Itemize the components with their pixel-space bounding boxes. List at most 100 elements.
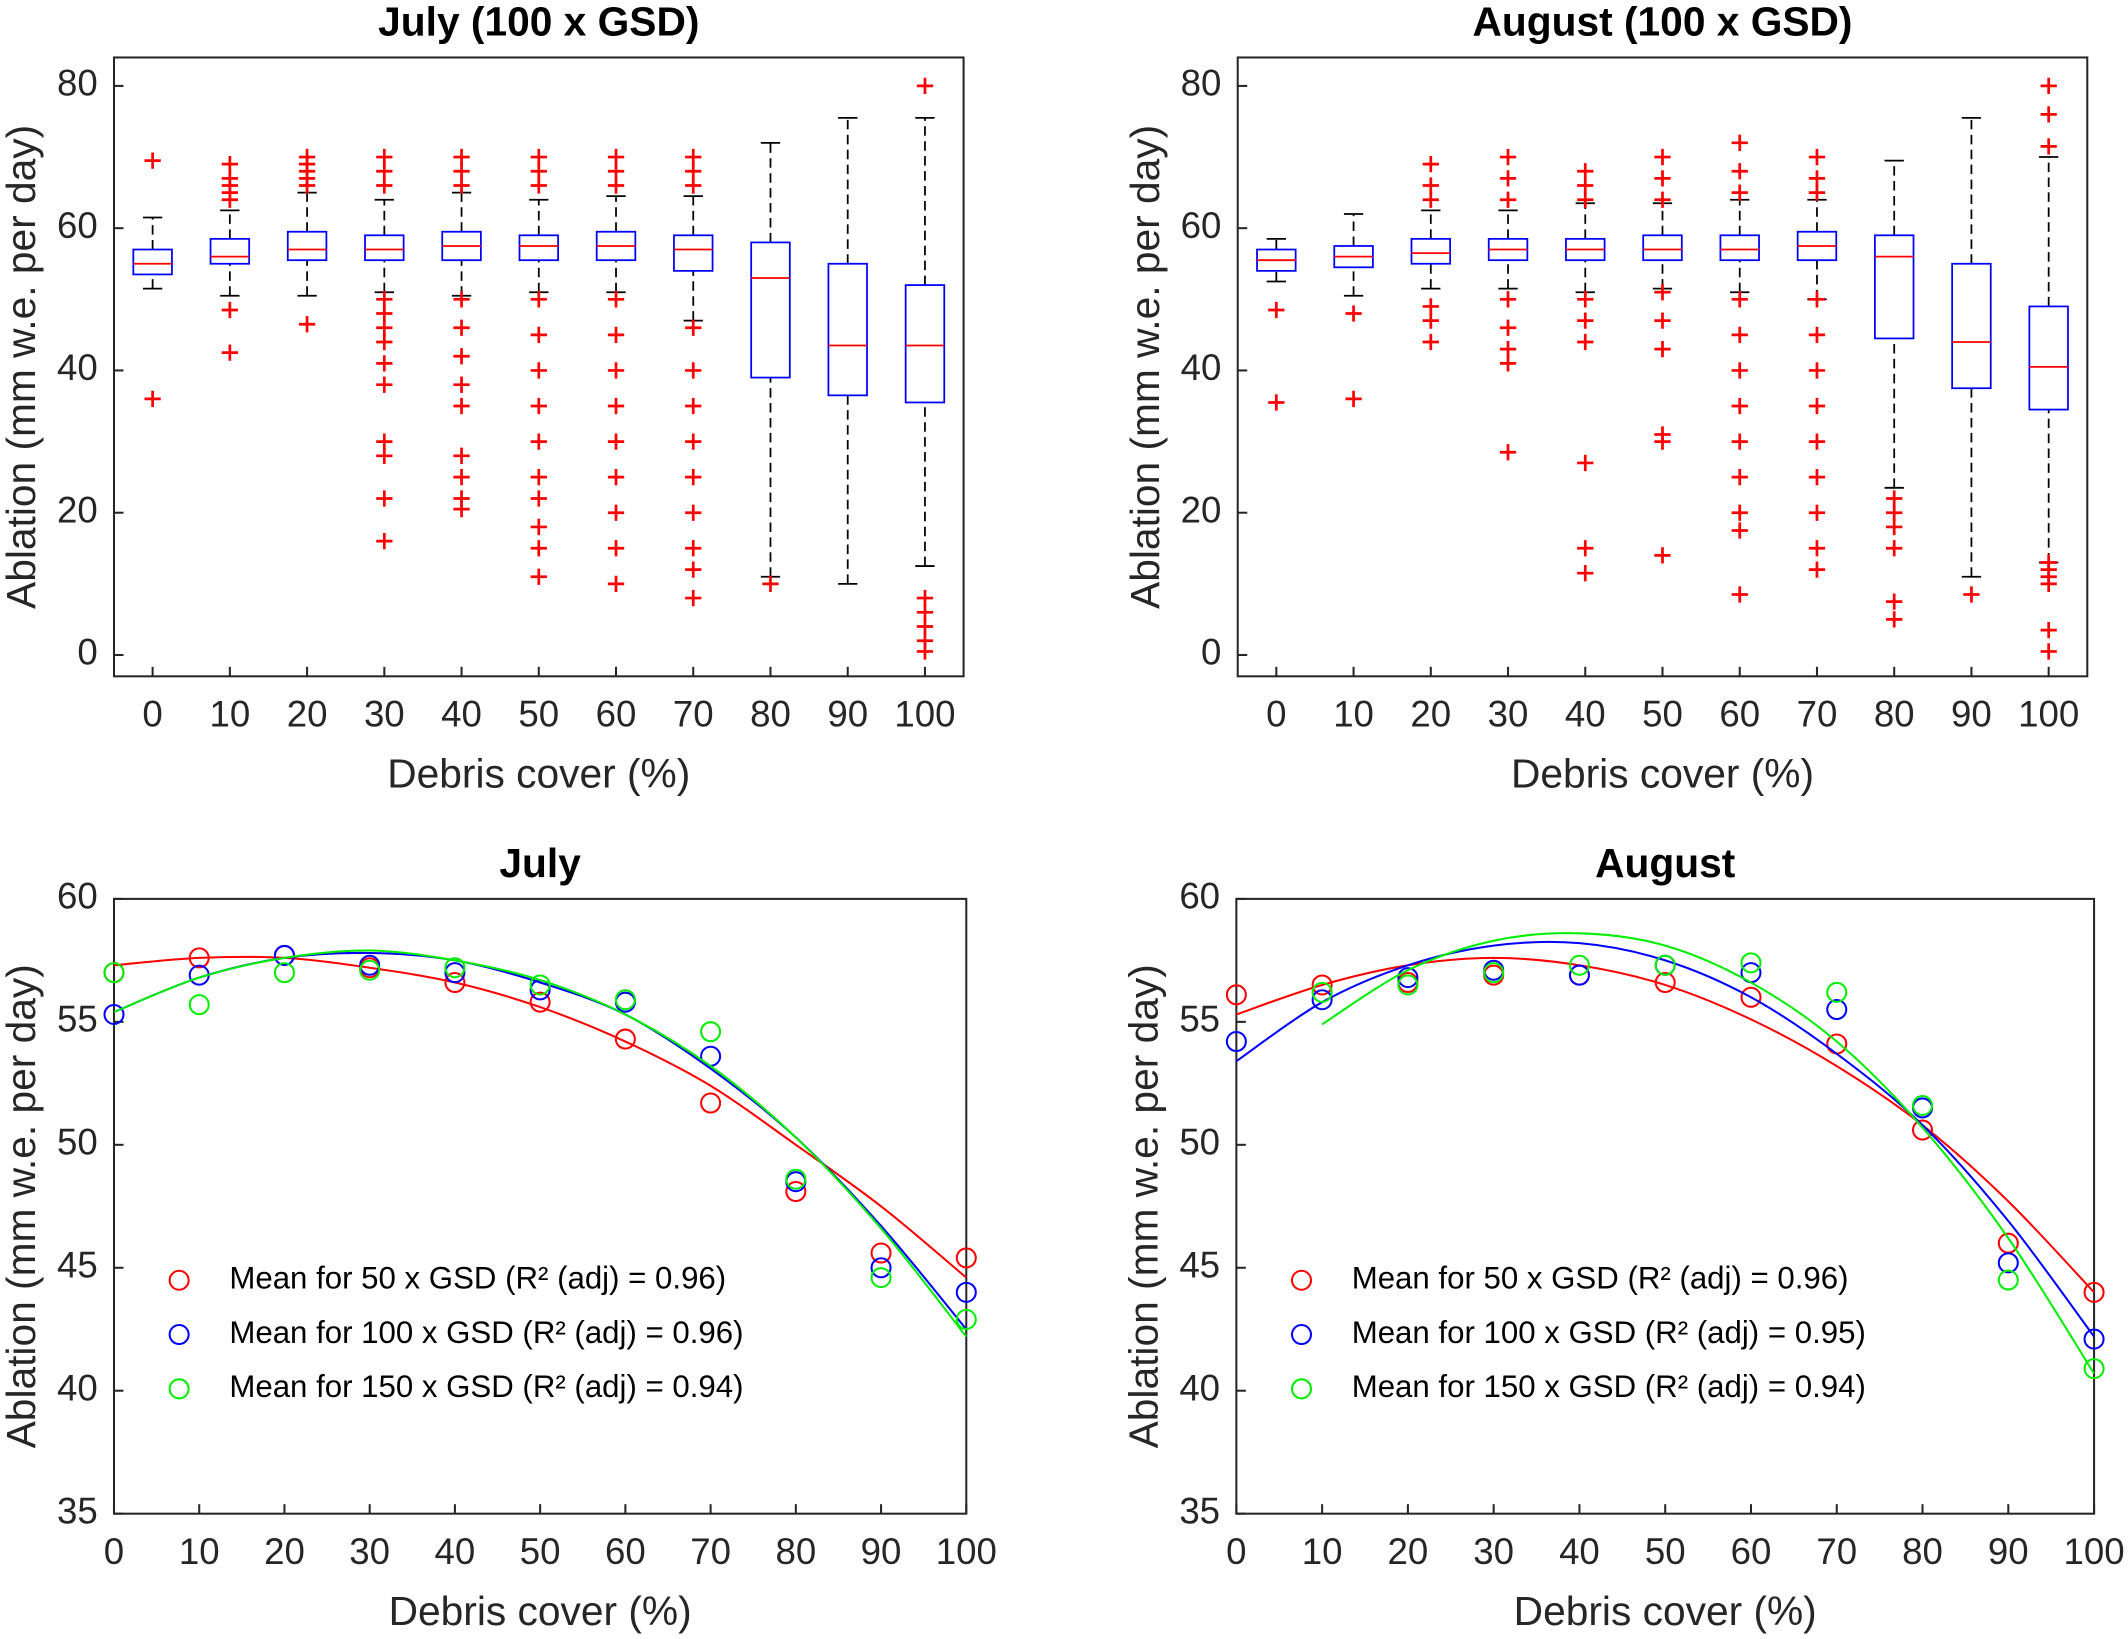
box [1874,234,1915,340]
subplot: August Debris cover (%) Ablation (mm w.e. … [1121,840,2125,1634]
data-point [1912,1094,1934,1116]
x-tick-label: 30 [364,694,405,735]
data-point [1311,989,1333,1011]
outlier [762,575,779,592]
outlier [685,561,702,578]
x-tick-label: 50 [520,1531,561,1572]
x-tick-label: 90 [861,1531,902,1572]
outlier [1886,611,1903,628]
outlier [1577,191,1594,208]
outlier [607,326,625,344]
outlier [1499,170,1517,187]
data-point [1397,967,1419,989]
chart-title: August (100 x GSD) [1473,0,1853,45]
y-tick-label: 50 [1179,1121,1220,1162]
plot-area [1235,897,2096,1515]
outlier [1808,433,1826,450]
data-point [188,994,210,1016]
data-point [103,962,125,984]
outlier [1577,565,1594,582]
outlier [685,397,702,415]
plot-area [112,897,968,1515]
x-tick-label: 70 [673,694,714,735]
box [364,234,405,262]
x-tick-label: 10 [1333,694,1374,735]
y-axis-label: Ablation (mm w.e. per day) [1122,125,1168,609]
data-point [870,1242,892,1264]
y-tick-label: 60 [57,876,98,917]
x-tick-label: 0 [1266,694,1286,735]
x-tick-label: 30 [349,1531,390,1572]
legend-marker [168,1269,190,1291]
outlier [1731,184,1748,201]
outlier [453,177,470,194]
data-point [955,1281,977,1303]
outlier [1422,191,1439,208]
y-tick-label: 45 [1179,1244,1220,1285]
outlier [530,291,547,308]
outlier [1577,540,1594,557]
subplot: July Debris cover (%) Ablation (mm w.e. pe… [0,840,997,1634]
outlier [530,433,547,450]
data-point [1397,974,1419,996]
outlier [1654,312,1671,329]
x-tick-label: 90 [827,694,868,735]
x-tick-label: 40 [441,694,482,735]
data-point [1568,964,1590,986]
chart-title: July [499,840,581,886]
outlier [607,177,625,194]
x-tick-label: 80 [1874,694,1915,735]
outlier [916,643,934,660]
fit-curve [113,955,967,1279]
outlier [1422,156,1439,173]
x-tick-label: 0 [104,1531,124,1572]
outlier [1808,540,1826,557]
x-tick-label: 70 [690,1531,731,1572]
x-tick-label: 20 [287,694,328,735]
y-tick-label: 0 [1201,632,1221,673]
outlier [376,490,393,507]
outlier [1808,291,1826,308]
data-point [1912,1119,1934,1141]
x-axis-label: Debris cover (%) [1514,1588,1817,1634]
x-tick-label: 90 [1951,694,1992,735]
outlier [1808,326,1826,344]
outlier [1654,191,1671,208]
legend-label: Mean for 100 x GSD (R² (adj) = 0.95) [1352,1315,1866,1350]
x-tick-label: 80 [775,1531,816,1572]
outlier [1499,340,1517,358]
y-tick-label: 40 [57,1367,98,1408]
outlier [685,177,702,194]
outlier [1577,333,1594,351]
outlier [1499,319,1517,336]
outlier [1654,433,1671,450]
chart-title: August [1595,840,1736,886]
box [286,230,328,262]
outlier [530,163,547,180]
outlier [1731,326,1748,344]
outlier [2040,575,2057,592]
y-tick-label: 55 [57,999,98,1040]
x-tick-label: 50 [518,694,559,735]
box [209,237,251,265]
outlier [1345,305,1362,322]
y-tick-label: 55 [1179,999,1220,1040]
box [904,284,946,404]
outlier [1731,134,1748,151]
outlier [1577,163,1594,180]
outlier [530,490,547,507]
data-point [955,1308,977,1330]
outlier [1654,170,1671,187]
outlier [607,291,625,308]
x-tick-label: 90 [1988,1531,2029,1572]
x-tick-label: 10 [179,1531,220,1572]
outlier [298,316,316,333]
outlier [607,163,625,180]
data-point [870,1267,892,1289]
outlier [298,177,316,194]
outlier [530,326,547,344]
y-tick-label: 45 [57,1244,98,1285]
outlier [1886,490,1903,507]
outlier [1886,504,1903,521]
